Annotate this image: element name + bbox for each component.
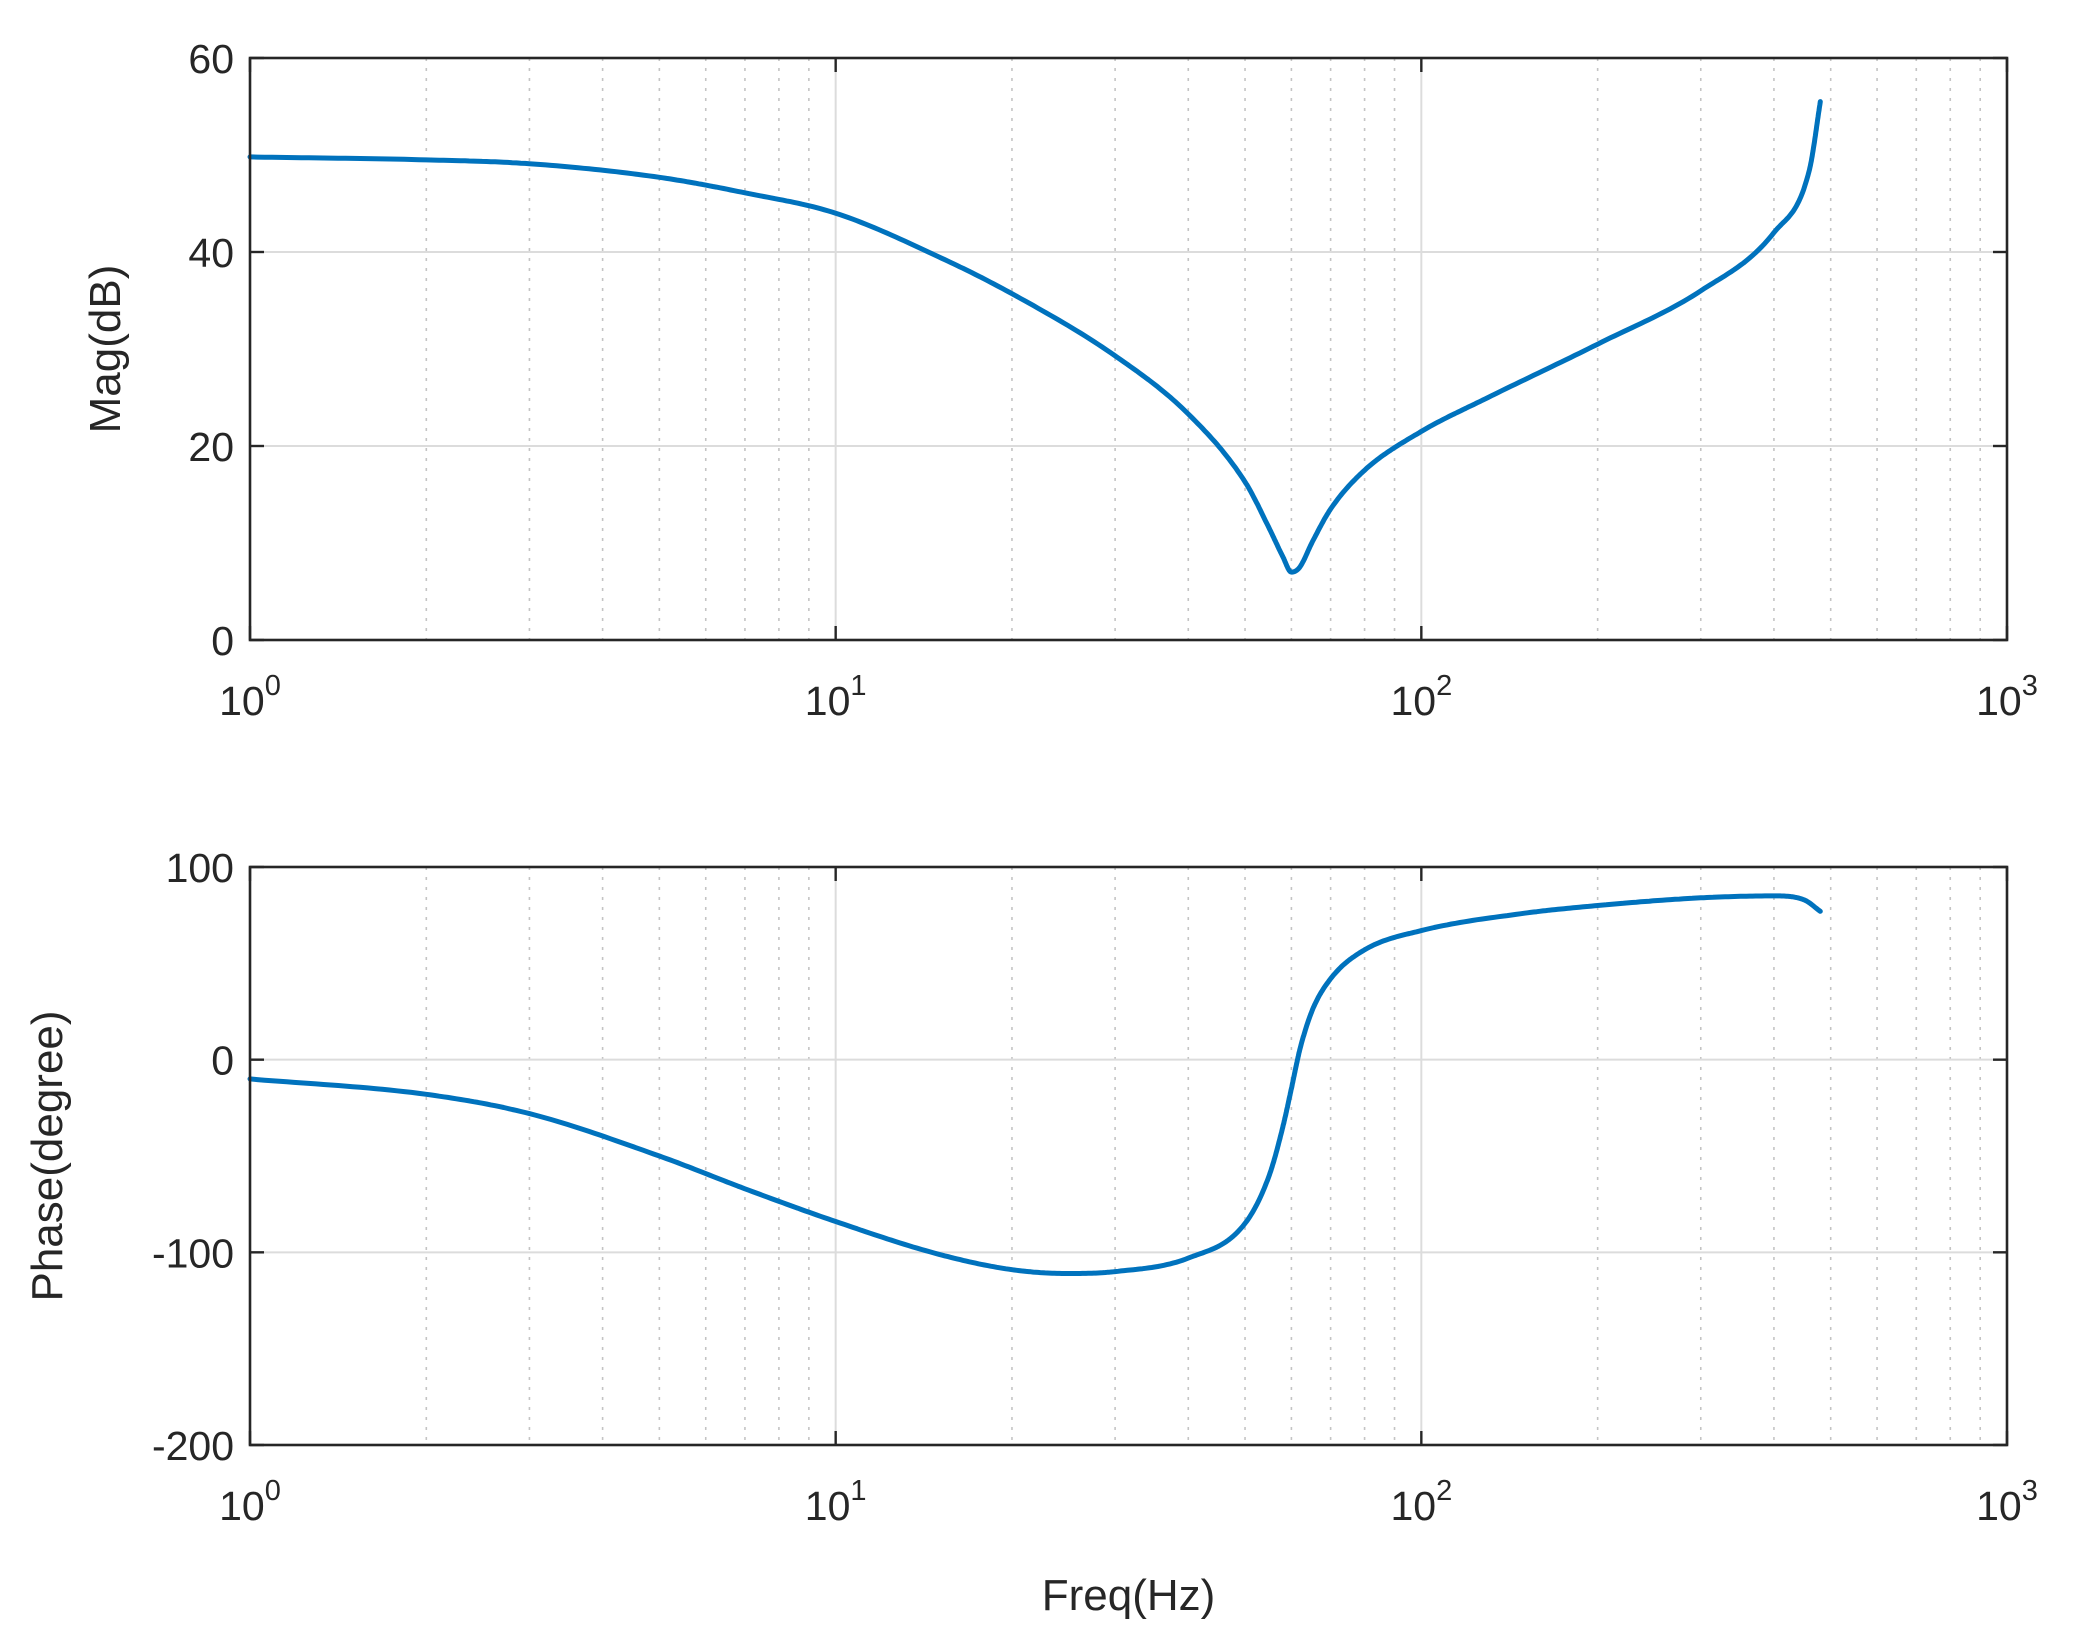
x-tick-exponent: 2: [1436, 1475, 1452, 1507]
x-tick-label: 103: [1976, 670, 2038, 724]
x-tick-exponent: 3: [2022, 670, 2038, 702]
magnitude-ylabel: Mag(dB): [81, 265, 130, 434]
x-tick-base: 10: [805, 1483, 851, 1529]
y-tick-label: 20: [188, 424, 234, 470]
x-tick-label: 100: [219, 670, 281, 724]
y-tick-label: 100: [166, 845, 234, 891]
magnitude-grid: [250, 58, 2007, 640]
x-tick-exponent: 1: [850, 1475, 866, 1507]
x-tick-base: 10: [219, 1483, 265, 1529]
x-tick-base: 10: [1390, 678, 1436, 724]
y-tick-label: 60: [188, 36, 234, 82]
y-tick-label: -200: [152, 1423, 234, 1469]
x-tick-base: 10: [219, 678, 265, 724]
x-tick-exponent: 3: [2022, 1475, 2038, 1507]
x-tick-label: 102: [1390, 670, 1452, 724]
x-tick-label: 101: [805, 670, 867, 724]
x-tick-label: 100: [219, 1475, 281, 1529]
phase-ylabel: Phase(degree): [23, 1010, 72, 1301]
y-tick-label: 0: [211, 1038, 234, 1084]
y-tick-label: -100: [152, 1230, 234, 1276]
phase-xlabel: Freq(Hz): [1042, 1571, 1216, 1620]
y-tick-label: 0: [211, 618, 234, 664]
y-tick-label: 40: [188, 230, 234, 276]
x-tick-label: 102: [1390, 1475, 1452, 1529]
x-tick-label: 101: [805, 1475, 867, 1529]
x-tick-exponent: 2: [1436, 670, 1452, 702]
x-tick-exponent: 0: [265, 1475, 281, 1507]
x-tick-exponent: 1: [850, 670, 866, 702]
x-tick-base: 10: [1390, 1483, 1436, 1529]
magnitude-curve: [247, 99, 1823, 575]
x-tick-exponent: 0: [265, 670, 281, 702]
x-tick-base: 10: [1976, 1483, 2022, 1529]
x-tick-label: 103: [1976, 1475, 2038, 1529]
magnitude-axes-box: [248, 56, 2009, 642]
x-tick-base: 10: [805, 678, 851, 724]
phase-axes-box: [248, 865, 2009, 1447]
phase-curve: [247, 893, 1823, 1276]
x-tick-base: 10: [1976, 678, 2022, 724]
phase-grid: [250, 867, 2007, 1445]
